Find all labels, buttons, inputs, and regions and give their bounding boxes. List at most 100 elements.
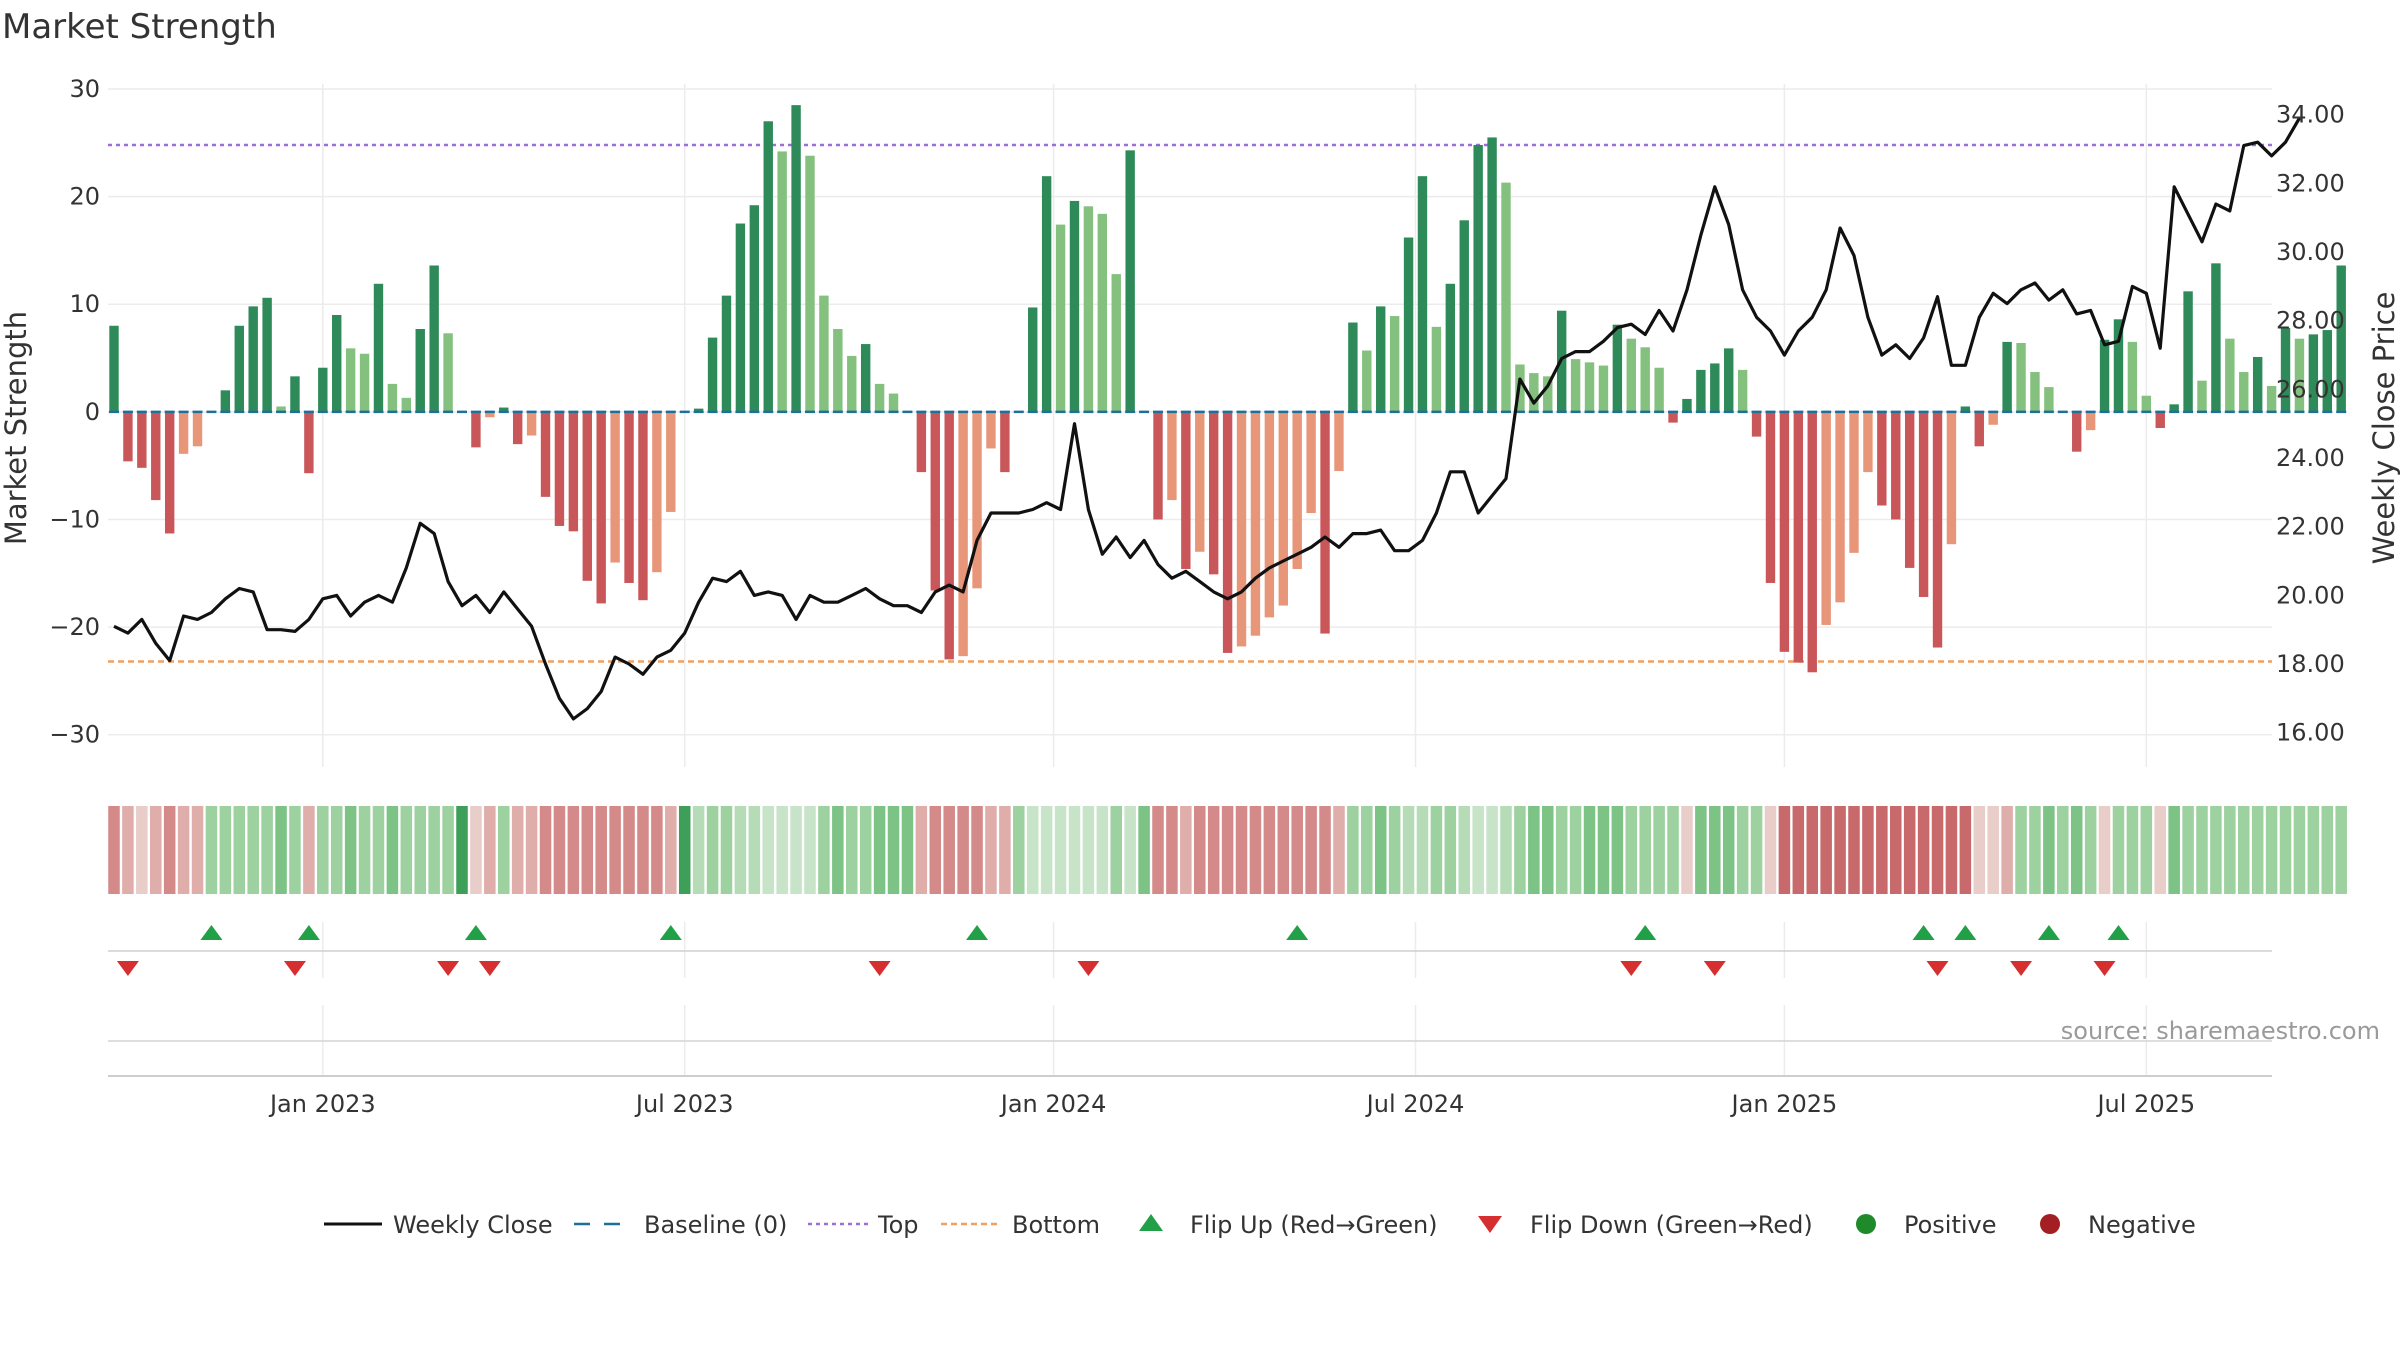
strip-cell [720, 806, 733, 894]
strip-cell [539, 806, 552, 894]
strip-cell [1402, 806, 1415, 894]
strength-bar-negative [1932, 411, 1943, 648]
strength-bar-positive [2322, 330, 2332, 412]
flip-down-marker [283, 961, 306, 976]
strength-bar-positive [1612, 324, 1623, 412]
strip-cell [1722, 806, 1735, 894]
strength-bar-negative [916, 411, 927, 473]
strip-cell [2112, 806, 2125, 894]
strip-cell [2070, 806, 2083, 894]
strength-bar-negative [1974, 411, 1984, 447]
strip-cell [1542, 806, 1554, 894]
strength-bar-positive [1543, 376, 1553, 412]
strip-cell [2126, 806, 2139, 894]
legend-label: Top [877, 1211, 919, 1239]
strength-bar-positive [2030, 372, 2040, 412]
strength-bar-positive [373, 283, 384, 412]
strip-cell [191, 806, 204, 894]
strength-bar-negative [1904, 411, 1915, 568]
y-tick-label: −30 [49, 721, 100, 749]
strength-bar-positive [2252, 356, 2263, 412]
strength-bar-positive [109, 325, 119, 412]
strength-bar-negative [178, 411, 189, 454]
strip-cell [609, 806, 621, 894]
flip-down-marker [437, 961, 460, 976]
strength-bar-positive [2336, 265, 2346, 412]
strength-bar-positive [1083, 206, 1094, 412]
y-tick-label: −10 [49, 505, 100, 533]
legend-item-positive: Positive [1856, 1211, 1997, 1239]
strip-cell [1180, 806, 1192, 894]
strip-cell [386, 806, 399, 894]
legend-label: Weekly Close [393, 1211, 553, 1239]
strip-cell [1013, 806, 1025, 894]
strength-bar-positive [2002, 341, 2012, 412]
strength-bar-negative [1306, 411, 1316, 514]
strip-cell [1152, 806, 1164, 894]
y-tick-label: −20 [49, 613, 100, 641]
strength-bar-positive [1417, 176, 1428, 412]
strip-cell [1458, 806, 1470, 894]
strength-bar-negative [1264, 411, 1275, 618]
strip-cell [623, 806, 635, 894]
strength-bar-negative [554, 411, 565, 526]
strip-cell [1374, 806, 1387, 894]
strip-cell [762, 806, 774, 894]
strip-cell [2057, 806, 2069, 894]
strength-bar-positive [248, 306, 258, 412]
strip-cell [2251, 806, 2264, 894]
y-tick-label: 20 [69, 183, 100, 211]
strip-cell [748, 806, 761, 894]
strip-cell [553, 806, 566, 894]
x-tick-label: Jan 2025 [1730, 1090, 1838, 1118]
right-axis-ticks: 34.00 32.00 30.00 28.00 26.00 24.00 22.00 20.00… [2276, 101, 2345, 747]
strength-bar-positive [2127, 341, 2138, 412]
strength-bar-positive [833, 328, 843, 412]
strip-cell [1110, 806, 1122, 894]
strip-cell [2293, 806, 2306, 894]
strength-bar-positive [1431, 326, 1442, 412]
strength-bar-positive [1501, 182, 1511, 412]
strip-cell [1207, 806, 1220, 894]
legend-swatch-down [1478, 1216, 1502, 1233]
strip-cell [1277, 806, 1290, 894]
strength-bar-positive [721, 295, 732, 412]
strip-cell [205, 806, 218, 894]
strip-cell [2015, 806, 2027, 894]
strength-bar-positive [1960, 406, 1971, 412]
flip-up-marker [1286, 925, 1309, 940]
strength-bar-positive [707, 337, 718, 412]
legend: Weekly Close Baseline (0) Top Bottom Flip Up… [324, 1211, 2196, 1239]
flip-down-marker [1703, 961, 1726, 976]
strength-bar-positive [2099, 339, 2110, 412]
strip-cell [1806, 806, 1818, 894]
strength-bar-positive [1111, 274, 1121, 412]
strength-bar-negative [123, 411, 133, 462]
strength-bar-negative [1891, 411, 1901, 520]
y-tick-label: 30 [69, 75, 100, 103]
strength-bar-positive [1028, 307, 1038, 412]
y2-tick-label: 22.00 [2276, 513, 2345, 541]
strength-bar-positive [429, 265, 439, 412]
strength-bar-positive [888, 393, 899, 412]
strength-bar-positive [1737, 369, 1748, 412]
strength-bar-negative [1946, 411, 1957, 545]
strength-bar-positive [1696, 369, 1706, 412]
y2-tick-label: 32.00 [2276, 169, 2345, 197]
strength-bar-negative [1668, 411, 1678, 423]
strength-bar-positive [2280, 327, 2291, 412]
strip-cell [859, 806, 872, 894]
y2-tick-label: 26.00 [2276, 375, 2345, 403]
strip-cell [2140, 806, 2153, 894]
y-tick-label: 0 [85, 398, 100, 426]
x-tick-label: Jan 2024 [999, 1090, 1107, 1118]
strip-cell [901, 806, 914, 894]
left-axis-ticks: 30 20 10 0 −10 −20 −30 [49, 75, 100, 749]
strip-cell [1987, 806, 1999, 894]
strength-bar-positive [332, 315, 342, 412]
strength-bar-positive [860, 344, 871, 412]
strength-bar-positive [2211, 263, 2221, 412]
strength-bar-negative [638, 411, 648, 601]
strength-bar-positive [2183, 291, 2193, 412]
strip-cell [832, 806, 844, 894]
